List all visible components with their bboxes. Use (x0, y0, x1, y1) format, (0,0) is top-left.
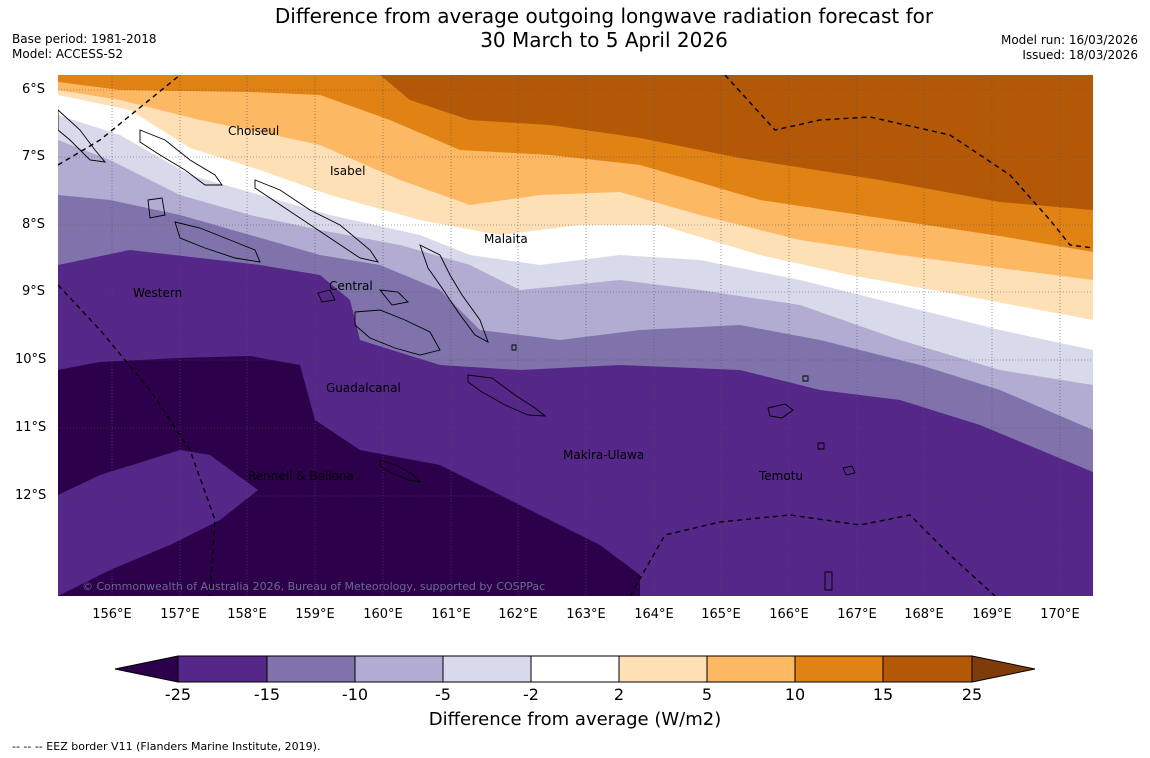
colorbar-tick: 15 (872, 685, 894, 704)
lon-label: 169°E (972, 607, 1012, 622)
region-label-central: Central (329, 279, 373, 293)
region-label-rennell-bellona: Rennell & Bellona (248, 469, 355, 483)
colorbar-tick: 2 (613, 685, 625, 704)
lon-label: 161°E (431, 607, 471, 622)
lon-label: 164°E (634, 607, 674, 622)
colorbar-tick: 10 (784, 685, 806, 704)
colorbar-tick: 5 (701, 685, 713, 704)
issued-text: Issued: 18/03/2026 (1022, 48, 1138, 62)
base-period-text: Base period: 1981-2018 (12, 32, 157, 46)
map-title-line2: 30 March to 5 April 2026 (480, 28, 728, 52)
lon-label: 159°E (295, 607, 335, 622)
island-new-georgia (174, 221, 261, 263)
island-anuta (824, 571, 833, 591)
region-label-choiseul: Choiseul (228, 124, 280, 138)
region-label-temotu: Temotu (759, 469, 804, 483)
model-run-text: Model run: 16/03/2026 (1000, 33, 1138, 47)
copyright-text: © Commonwealth of Australia 2026, Bureau… (82, 580, 546, 593)
colorbar-tick: 25 (961, 685, 983, 704)
colorbar-label: Difference from average (W/m2) (428, 709, 722, 730)
band-below-minus25 (58, 356, 640, 596)
lon-label: 167°E (837, 607, 877, 622)
region-label-malaita: Malaita (484, 232, 528, 246)
island-ulawa (511, 344, 517, 351)
eez-footnote: -- -- -- EEZ border V11 (Flanders Marine… (12, 740, 321, 753)
colorbar-segment (882, 655, 973, 683)
island-santa-cruz (767, 403, 794, 419)
island-vella (147, 197, 166, 219)
island-guadalcanal (354, 309, 441, 356)
colorbar-upper-extend (971, 655, 1036, 683)
island-vanikoro (842, 465, 856, 476)
lon-label: 162°E (498, 607, 538, 622)
colorbar-tick: -10 (341, 685, 369, 704)
island-bougainville-edge (58, 109, 107, 163)
band-minus25-minus15-south (58, 450, 258, 596)
lon-label: 160°E (363, 607, 403, 622)
region-label-guadalcanal: Guadalcanal (326, 381, 401, 395)
island-tikopia (817, 442, 825, 450)
region-label-makira-ulawa: Makira-Ulawa (563, 448, 645, 462)
island-choiseul (139, 129, 223, 186)
lon-label: 157°E (160, 607, 200, 622)
model-text: Model: ACCESS-S2 (12, 47, 124, 61)
lat-label: 12°S (15, 488, 47, 503)
lon-label: 166°E (769, 607, 809, 622)
island-reef (802, 375, 809, 382)
island-malaita (419, 244, 489, 343)
colorbar-segment (266, 655, 356, 683)
island-rennell (379, 459, 422, 483)
coastlines (58, 109, 856, 591)
lon-label: 158°E (227, 607, 267, 622)
colorbar-tick: -25 (164, 685, 192, 704)
island-isabel (254, 179, 379, 263)
eez-border-lines (58, 75, 1093, 596)
colorbar-lower-extend (114, 655, 179, 683)
lat-label: 9°S (22, 284, 46, 299)
colorbar-segment (618, 655, 708, 683)
lon-label: 168°E (904, 607, 944, 622)
island-florida (378, 289, 409, 306)
lon-label: 163°E (566, 607, 606, 622)
lat-label: 8°S (22, 217, 46, 232)
colorbar-segment (177, 655, 268, 683)
colorbar-segment (794, 655, 884, 683)
island-makira (467, 374, 547, 417)
colorbar-tick: -15 (253, 685, 281, 704)
band-lower-right (640, 515, 1020, 596)
colorbar-tick: -2 (523, 685, 539, 704)
lat-label: 11°S (15, 420, 47, 435)
lon-label: 170°E (1040, 607, 1080, 622)
colorbar-tick: -5 (435, 685, 451, 704)
lat-label: 10°S (15, 352, 47, 367)
region-label-western: Western (133, 286, 183, 300)
colorbar-segment (354, 655, 444, 683)
anomaly-field (58, 75, 1093, 596)
colorbar-segment (442, 655, 532, 683)
map-title-line1: Difference from average outgoing longwav… (274, 4, 934, 28)
lat-label: 6°S (22, 82, 46, 97)
region-label-isabel: Isabel (330, 164, 366, 178)
colorbar-segment (706, 655, 796, 683)
lat-label: 7°S (22, 149, 46, 164)
lon-label: 156°E (92, 607, 132, 622)
colorbar-segment (530, 655, 620, 683)
island-russell (317, 289, 336, 303)
lon-label: 165°E (701, 607, 741, 622)
